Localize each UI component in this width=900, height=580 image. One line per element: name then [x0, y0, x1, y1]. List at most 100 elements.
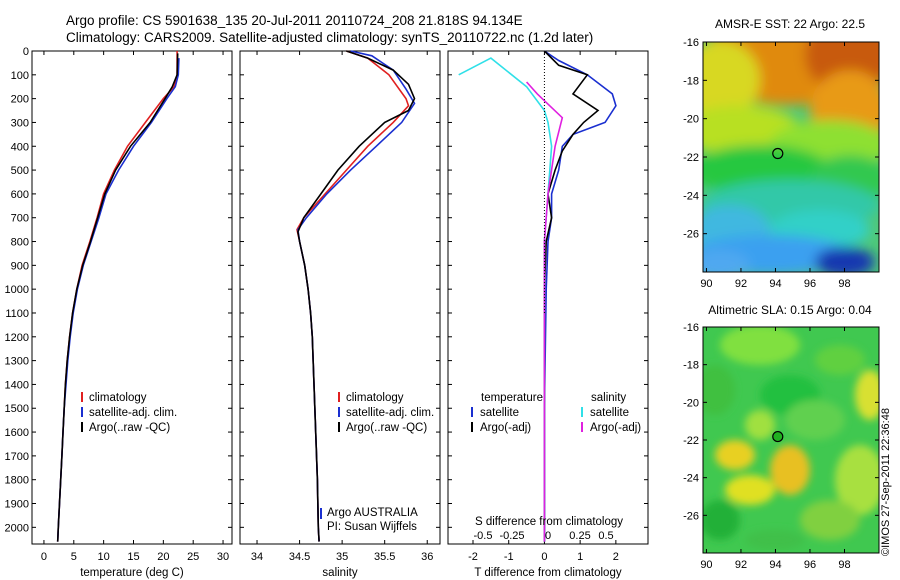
- depth-tick-label: 1400: [5, 379, 29, 391]
- sla-heatmap-cell: [715, 440, 755, 470]
- diff-x-tick-label: -2: [468, 551, 478, 563]
- diff-legend-label: satellite: [480, 407, 519, 419]
- sal-legend-label: climatology: [346, 392, 404, 404]
- temp-x-tick-label: 10: [98, 551, 110, 563]
- diff-top-tick-label: 0.5: [598, 530, 613, 542]
- temp-x-tick-label: 25: [187, 551, 199, 563]
- sst-x-tick-label: 98: [838, 278, 850, 290]
- temp-x-tick-label: 15: [127, 551, 139, 563]
- sla-y-tick-label: -26: [683, 510, 699, 522]
- sla-x-tick-label: 98: [838, 559, 850, 571]
- sal-annotation-line: PI: Susan Wijffels: [327, 521, 417, 533]
- temp-legend-label: satellite-adj. clim.: [89, 407, 177, 419]
- sla-heatmap-cell: [770, 445, 810, 495]
- plot-title-line1: Argo profile: CS 5901638_135 20-Jul-2011…: [66, 13, 523, 28]
- sla-heatmap-cell: [720, 327, 800, 365]
- sal-x-tick-label: 35.5: [374, 551, 395, 563]
- temp-series-satelliteadjclim: [56, 58, 180, 542]
- sla-y-tick-label: -16: [683, 322, 699, 334]
- sla-y-tick-label: -18: [683, 360, 699, 372]
- sst-y-tick-label: -24: [683, 190, 699, 202]
- diff-legend-group-title: temperature: [481, 392, 543, 404]
- sal-x-tick-label: 34: [251, 551, 263, 563]
- sla-x-tick-label: 96: [804, 559, 816, 571]
- depth-tick-label: 1500: [5, 403, 29, 415]
- diff-x-tick-label: -1: [504, 551, 514, 563]
- diff-legend-label: satellite: [590, 407, 629, 419]
- sal-x-axis-label: salinity: [322, 567, 357, 579]
- depth-tick-label: 700: [11, 213, 29, 225]
- diff-top-tick-label: 0.25: [569, 530, 590, 542]
- diff-top-tick-label: -0.25: [499, 530, 524, 542]
- sst-y-tick-label: -22: [683, 152, 699, 164]
- diff-x-tick-label: 2: [613, 551, 619, 563]
- sla-heatmap-field: [703, 327, 879, 550]
- sal-x-tick-label: 34.5: [289, 551, 310, 563]
- diff-top-tick-label: -0.5: [474, 530, 493, 542]
- depth-tick-label: 900: [11, 260, 29, 272]
- sal-series-satelliteadjclim: [297, 50, 416, 542]
- sst-heatmap-cell: [703, 250, 750, 272]
- diff-x-tick-label: 1: [577, 551, 583, 563]
- sla-argo-location-marker: [772, 430, 784, 443]
- temp-x-tick-label: 20: [157, 551, 169, 563]
- depth-tick-label: 300: [11, 117, 29, 129]
- sla-heatmap-cell: [703, 500, 740, 540]
- diff-series-satellite: [458, 57, 553, 542]
- depth-tick-label: 800: [11, 237, 29, 249]
- sla-map-title: Altimetric SLA: 0.15 Argo: 0.04: [708, 303, 872, 317]
- depth-tick-label: 100: [11, 70, 29, 82]
- sla-heatmap-cell: [800, 500, 860, 540]
- sst-heatmap-field: [703, 42, 879, 272]
- diff-top-tick-label: 0: [545, 530, 551, 542]
- temp-x-axis-label: temperature (deg C): [80, 567, 184, 579]
- sst-x-tick-label: 92: [735, 278, 747, 290]
- plot-title-line2: Climatology: CARS2009. Satellite-adjuste…: [66, 30, 594, 45]
- sst-heatmap: [703, 42, 879, 272]
- depth-tick-label: 2000: [5, 522, 29, 534]
- depth-tick-label: 400: [11, 141, 29, 153]
- sst-heatmap-cell: [815, 247, 875, 272]
- sla-y-tick-label: -22: [683, 435, 699, 447]
- diff-top-axis-label: S difference from climatology: [475, 516, 623, 528]
- sla-heatmap-cell: [745, 410, 775, 440]
- sla-heatmap-cell: [725, 475, 775, 505]
- sal-legend-label: satellite-adj. clim.: [346, 407, 434, 419]
- sla-heatmap-cell: [703, 365, 735, 415]
- sst-y-tick-label: -18: [683, 75, 699, 87]
- diff-axes-box: [447, 50, 649, 545]
- sal-series-climatology: [296, 50, 410, 542]
- sst-heatmap-cell: [703, 42, 760, 120]
- sla-heatmap-cell: [785, 400, 845, 440]
- diff-legend-group-title: salinity: [591, 392, 626, 404]
- diff-series-argoadj: [543, 50, 600, 542]
- temp-x-tick-label: 30: [217, 551, 229, 563]
- depth-tick-label: 200: [11, 94, 29, 106]
- sal-x-tick-label: 36: [421, 551, 433, 563]
- sal-annotation-line: Argo AUSTRALIA: [327, 507, 418, 519]
- temp-legend-label: Argo(..raw -QC): [89, 422, 170, 434]
- depth-tick-label: 1100: [5, 308, 29, 320]
- depth-tick-label: 1200: [5, 332, 29, 344]
- sla-x-tick-label: 94: [769, 559, 781, 571]
- sst-y-tick-label: -20: [683, 114, 699, 126]
- diff-legend-label: Argo(-adj): [590, 422, 641, 434]
- sal-axes-box: [239, 50, 441, 545]
- depth-tick-label: 1600: [5, 427, 29, 439]
- sal-x-tick-label: 35: [336, 551, 348, 563]
- depth-tick-label: 1900: [5, 499, 29, 511]
- diff-x-tick-label: 0: [541, 551, 547, 563]
- sst-argo-location-marker: [772, 147, 784, 160]
- temp-x-tick-label: 0: [41, 551, 47, 563]
- sla-heatmap: [703, 327, 879, 553]
- diff-legend-label: Argo(-adj): [480, 422, 531, 434]
- sst-x-tick-label: 96: [804, 278, 816, 290]
- sla-x-tick-label: 92: [735, 559, 747, 571]
- sst-x-tick-label: 94: [769, 278, 781, 290]
- depth-tick-label: 1800: [5, 475, 29, 487]
- depth-tick-label: 1700: [5, 451, 29, 463]
- sla-y-tick-label: -24: [683, 473, 699, 485]
- sla-heatmap-cell: [815, 345, 865, 375]
- diff-x-axis-label: T difference from climatology: [474, 567, 621, 579]
